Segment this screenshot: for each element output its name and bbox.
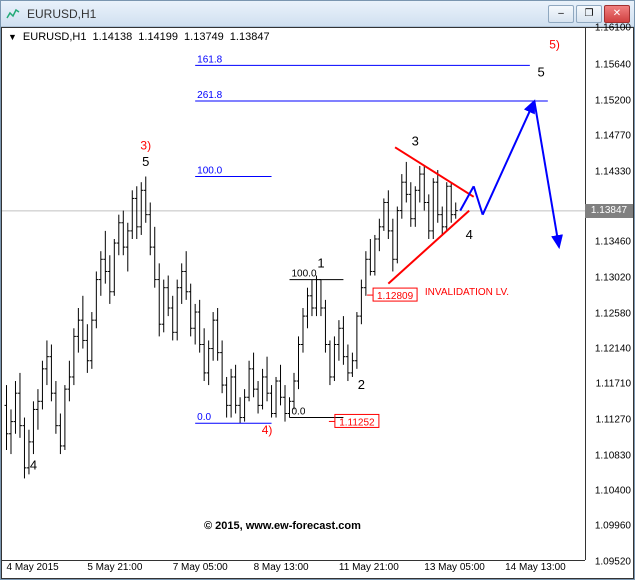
svg-text:161.8: 161.8 <box>197 54 222 65</box>
window-buttons: – ❐ ✕ <box>548 5 630 23</box>
chart-area[interactable]: ▼ EURUSD,H1 1.14138 1.14199 1.13749 1.13… <box>2 28 585 560</box>
y-tick: 1.15640 <box>595 60 631 71</box>
copyright: © 2015, www.ew-forecast.com <box>204 520 361 532</box>
svg-text:5: 5 <box>142 154 149 169</box>
y-tick: 1.09960 <box>595 521 631 532</box>
x-tick: 4 May 2015 <box>6 562 58 573</box>
svg-text:0.0: 0.0 <box>197 412 211 423</box>
y-tick: 1.14770 <box>595 130 631 141</box>
y-axis: 1.13847 1.161001.156401.152001.147701.14… <box>585 28 633 560</box>
x-tick: 7 May 05:00 <box>173 562 228 573</box>
y-tick: 1.11270 <box>596 414 631 425</box>
svg-text:261.8: 261.8 <box>197 90 222 101</box>
y-tick: 1.11710 <box>596 379 631 390</box>
y-tick: 1.10400 <box>595 485 631 496</box>
x-axis: 4 May 2015 5 May 21:00 7 May 05:00 8 May 13… <box>2 560 585 578</box>
window-title: EURUSD,H1 <box>27 7 548 21</box>
chart-icon <box>5 6 21 22</box>
y-tick: 1.14330 <box>595 166 631 177</box>
x-tick: 8 May 13:00 <box>254 562 309 573</box>
svg-text:INVALIDATION LV.: INVALIDATION LV. <box>425 287 509 298</box>
current-price-box: 1.13847 <box>585 204 633 218</box>
svg-text:4): 4) <box>262 423 273 437</box>
svg-text:4: 4 <box>466 227 473 242</box>
y-tick: 1.16100 <box>595 23 631 34</box>
svg-text:3: 3 <box>412 134 419 149</box>
x-tick: 13 May 05:00 <box>424 562 485 573</box>
close-button[interactable]: ✕ <box>604 5 630 23</box>
svg-text:1.11252: 1.11252 <box>339 417 375 428</box>
titlebar[interactable]: EURUSD,H1 – ❐ ✕ <box>1 1 634 27</box>
svg-text:0.0: 0.0 <box>292 407 306 418</box>
y-tick: 1.12580 <box>595 308 631 319</box>
maximize-button[interactable]: ❐ <box>576 5 602 23</box>
y-tick: 1.09520 <box>595 557 631 568</box>
y-tick: 1.12140 <box>595 344 631 355</box>
x-tick: 5 May 21:00 <box>87 562 142 573</box>
svg-text:5: 5 <box>537 65 544 80</box>
minimize-button[interactable]: – <box>548 5 574 23</box>
x-tick: 14 May 13:00 <box>505 562 566 573</box>
svg-text:2: 2 <box>358 377 365 392</box>
svg-text:1: 1 <box>317 255 324 270</box>
svg-text:5): 5) <box>549 37 560 51</box>
chart-svg: 100.00.0161.8261.8100.00.03)544)123455)I… <box>2 28 585 560</box>
svg-text:1.12809: 1.12809 <box>377 291 414 302</box>
svg-text:4: 4 <box>30 457 37 472</box>
svg-text:100.0: 100.0 <box>197 166 222 177</box>
y-tick: 1.13460 <box>595 237 631 248</box>
x-tick: 11 May 21:00 <box>339 562 399 573</box>
y-tick: 1.10830 <box>595 450 631 461</box>
content: ▼ EURUSD,H1 1.14138 1.14199 1.13749 1.13… <box>1 27 634 579</box>
svg-text:3): 3) <box>140 139 151 153</box>
y-tick: 1.15200 <box>595 96 631 107</box>
svg-text:100.0: 100.0 <box>292 269 317 280</box>
y-tick: 1.13020 <box>595 272 631 283</box>
window-frame: EURUSD,H1 – ❐ ✕ ▼ EURUSD,H1 1.14138 1.14… <box>0 0 635 580</box>
